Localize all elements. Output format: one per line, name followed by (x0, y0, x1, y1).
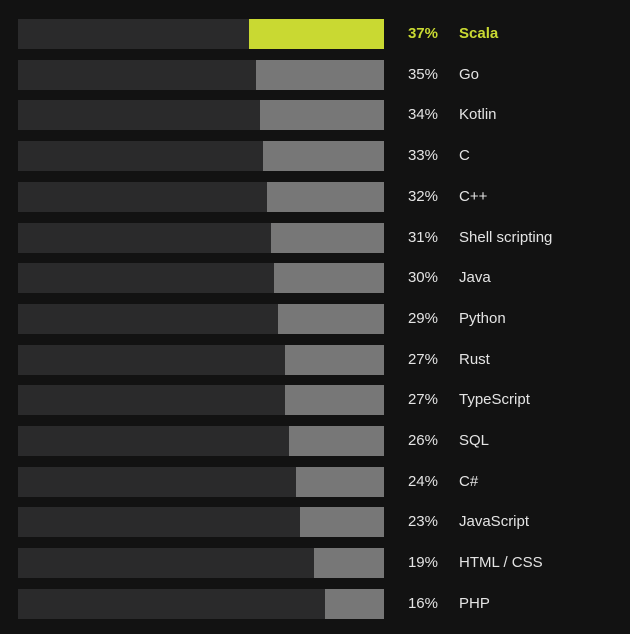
bar-row: 30% Java (0, 263, 630, 293)
bar-track (18, 345, 384, 375)
bar-track (18, 589, 384, 619)
bar-row: 19% HTML / CSS (0, 548, 630, 578)
bar-row: 24% C# (0, 467, 630, 497)
bar (259, 100, 384, 130)
data-label: 23% (407, 513, 438, 530)
category-label: HTML / CSS (459, 554, 543, 571)
bar-row: 31% Shell scripting (0, 223, 630, 253)
category-label: C# (459, 473, 479, 490)
category-label: Go (459, 66, 480, 83)
bar-track (18, 60, 384, 90)
bar (314, 548, 384, 578)
category-label: Scala (459, 25, 499, 42)
data-label: 34% (407, 106, 438, 123)
category-label: Kotlin (459, 106, 497, 123)
category-label: Rust (459, 351, 490, 368)
data-label: 30% (407, 269, 438, 286)
bar-row: 33% C (0, 141, 630, 171)
bar (285, 345, 384, 375)
bar-track (18, 304, 384, 334)
bar-track (18, 507, 384, 537)
bar (277, 304, 384, 334)
bar (325, 589, 384, 619)
bar-track (18, 141, 384, 171)
bar (285, 385, 384, 415)
data-label: 37% (407, 25, 438, 42)
category-label: C (459, 147, 470, 164)
data-label: 29% (407, 310, 438, 327)
data-label: 19% (407, 554, 438, 571)
bar-row: 37% Scala (0, 19, 630, 49)
bar (274, 263, 384, 293)
bar-row: 32% C++ (0, 182, 630, 212)
bar-row: 26% SQL (0, 426, 630, 456)
data-label: 31% (407, 229, 438, 246)
category-label: TypeScript (459, 391, 530, 408)
data-label: 32% (407, 188, 438, 205)
data-label: 26% (407, 432, 438, 449)
bar-track (18, 182, 384, 212)
bar-track (18, 263, 384, 293)
bar-row: 27% TypeScript (0, 385, 630, 415)
bar (299, 507, 384, 537)
bar-track (18, 548, 384, 578)
bar (248, 19, 384, 49)
bar-track (18, 19, 384, 49)
bar (270, 223, 384, 253)
bar-row: 29% Python (0, 304, 630, 334)
bar-track (18, 467, 384, 497)
data-label: 27% (407, 351, 438, 368)
bar-track (18, 426, 384, 456)
bar (263, 141, 384, 171)
bar-row: 23% JavaScript (0, 507, 630, 537)
bar-track (18, 100, 384, 130)
bar (266, 182, 384, 212)
bar (255, 60, 384, 90)
bar-row: 35% Go (0, 60, 630, 90)
bar (296, 467, 384, 497)
category-label: SQL (459, 432, 490, 449)
data-label: 27% (407, 391, 438, 408)
data-label: 16% (407, 595, 438, 612)
category-label: C++ (459, 188, 488, 205)
category-label: JavaScript (459, 513, 530, 530)
data-label: 33% (407, 147, 438, 164)
bar-row: 34% Kotlin (0, 100, 630, 130)
bar-row: 27% Rust (0, 345, 630, 375)
bar-row: 16% PHP (0, 589, 630, 619)
data-label: 24% (407, 473, 438, 490)
category-label: Java (459, 269, 491, 286)
category-label: PHP (459, 595, 490, 612)
bar-track (18, 385, 384, 415)
category-label: Python (459, 310, 506, 327)
category-label: Shell scripting (459, 229, 553, 246)
data-label: 35% (407, 66, 438, 83)
bar-track (18, 223, 384, 253)
bar (288, 426, 384, 456)
